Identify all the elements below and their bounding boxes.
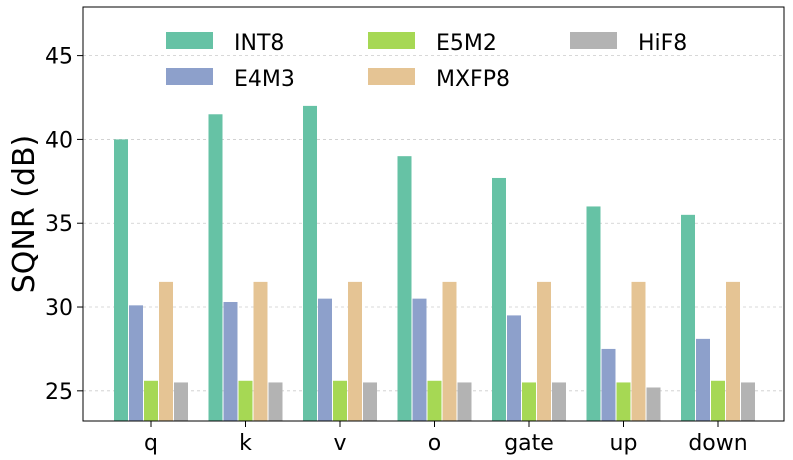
bar-e4m3-up [601, 348, 616, 421]
bar-e4m3-q [129, 305, 143, 421]
bar-mxfp8-q [159, 281, 173, 421]
x-tick-label: k [239, 431, 252, 456]
y-axis-label: SQNR (dB) [7, 135, 42, 294]
legend-label-e4m3: E4M3 [234, 67, 295, 92]
legend-label-e5m2: E5M2 [436, 31, 497, 56]
x-tick-label: q [144, 431, 158, 456]
bar-int8-o [397, 156, 412, 422]
bar-hif8-gate [552, 382, 566, 421]
bar-mxfp8-k [253, 281, 268, 421]
bar-int8-up [586, 206, 601, 421]
x-axis: q k v o gate up down [144, 421, 748, 456]
plot-frame [82, 6, 785, 422]
bar-e5m2-k [238, 380, 253, 421]
bar-int8-k [208, 114, 223, 422]
bar-mxfp8-v [348, 281, 362, 421]
bar-hif8-q [174, 382, 188, 421]
bar-int8-gate [492, 177, 506, 421]
bar-e4m3-o [412, 298, 427, 421]
bar-e5m2-gate [522, 382, 536, 421]
x-tick-label: o [428, 431, 441, 456]
x-tick-label: up [610, 431, 638, 456]
bar-e4m3-v [318, 298, 332, 421]
bar-e5m2-o [427, 380, 442, 421]
bar-e5m2-up [616, 382, 631, 421]
bar-e4m3-k [223, 301, 238, 421]
legend-swatch-hif8 [570, 32, 617, 49]
legend-swatch-mxfp8 [368, 68, 415, 85]
y-tick-label: 25 [45, 380, 73, 405]
legend-label-hif8: HiF8 [638, 31, 687, 56]
y-tick-label: 35 [45, 212, 73, 237]
x-tick-label: v [333, 431, 346, 456]
bar-mxfp8-gate [537, 281, 551, 421]
bars [114, 105, 755, 422]
y-tick-label: 30 [45, 296, 73, 321]
bar-mxfp8-down [726, 281, 740, 421]
bar-hif8-v [363, 382, 377, 421]
bar-e5m2-v [333, 380, 347, 421]
bar-mxfp8-up [631, 281, 646, 421]
bar-hif8-down [741, 382, 755, 421]
legend-label-mxfp8: MXFP8 [436, 67, 510, 92]
grid-lines [83, 55, 784, 392]
bar-int8-q [114, 139, 128, 421]
bar-hif8-up [646, 387, 661, 421]
y-tick-label: 45 [45, 45, 73, 70]
bar-e5m2-down [711, 380, 725, 421]
bar-hif8-k [268, 382, 283, 421]
bar-hif8-o [457, 382, 472, 421]
y-axis: 25 30 35 40 45 [45, 45, 83, 405]
bar-e5m2-q [144, 380, 158, 421]
y-tick-label: 40 [45, 128, 73, 153]
legend: INT8 E4M3 E5M2 MXFP8 HiF8 [166, 31, 687, 92]
bar-int8-down [681, 214, 695, 421]
bar-mxfp8-o [442, 281, 457, 421]
legend-swatch-int8 [166, 32, 213, 49]
bar-e4m3-down [696, 338, 710, 421]
x-tick-label: down [688, 431, 747, 456]
x-tick-label: gate [504, 431, 554, 456]
bar-int8-v [303, 105, 317, 421]
legend-swatch-e5m2 [368, 32, 415, 49]
legend-label-int8: INT8 [234, 31, 284, 56]
legend-swatch-e4m3 [166, 68, 213, 85]
bar-e4m3-gate [507, 315, 521, 421]
